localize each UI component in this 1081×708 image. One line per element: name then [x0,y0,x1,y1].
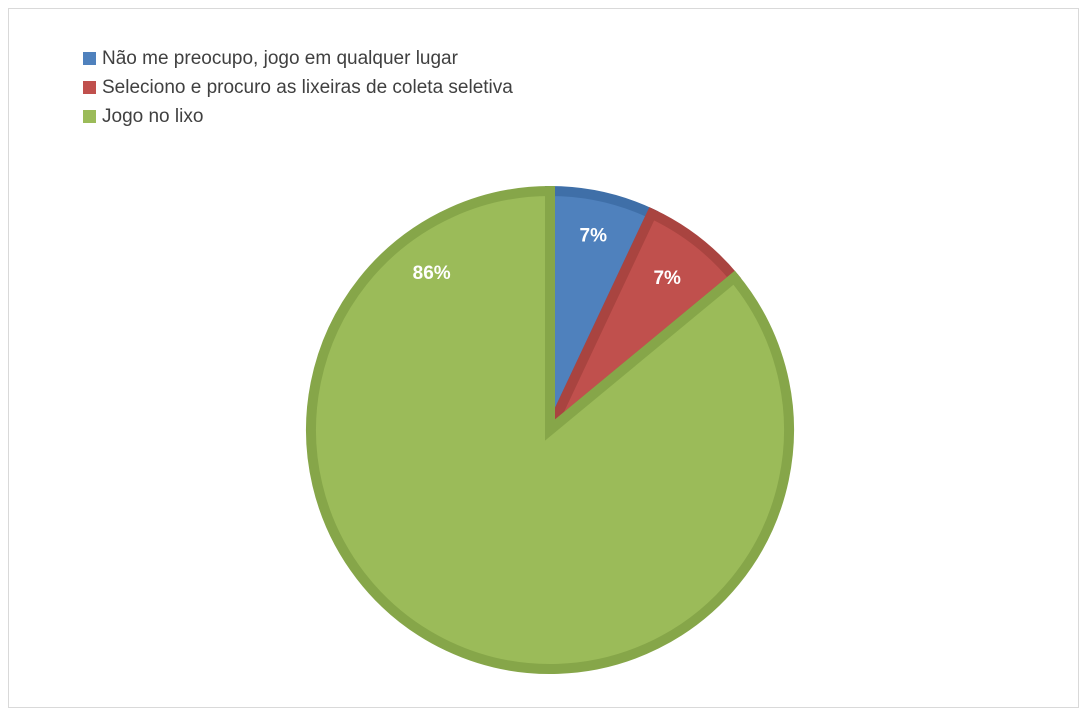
legend-label: Seleciono e procuro as lixeiras de colet… [102,76,513,98]
legend-swatch-blue [83,52,96,65]
legend-label: Não me preocupo, jogo em qualquer lugar [102,47,458,69]
legend-item-nao-me-preocupo: Não me preocupo, jogo em qualquer lugar [83,44,513,73]
legend-item-seleciono: Seleciono e procuro as lixeiras de colet… [83,73,513,102]
chart-legend: Não me preocupo, jogo em qualquer lugar … [83,44,513,131]
legend-swatch-red [83,81,96,94]
pie-data-label: 7% [580,225,608,246]
pie-data-label: 7% [653,268,681,289]
legend-label: Jogo no lixo [102,105,204,127]
legend-swatch-green [83,110,96,123]
pie-slice-jogo-no-lixo [306,185,794,674]
legend-item-jogo-no-lixo: Jogo no lixo [83,102,513,131]
pie-data-label: 86% [413,263,451,284]
